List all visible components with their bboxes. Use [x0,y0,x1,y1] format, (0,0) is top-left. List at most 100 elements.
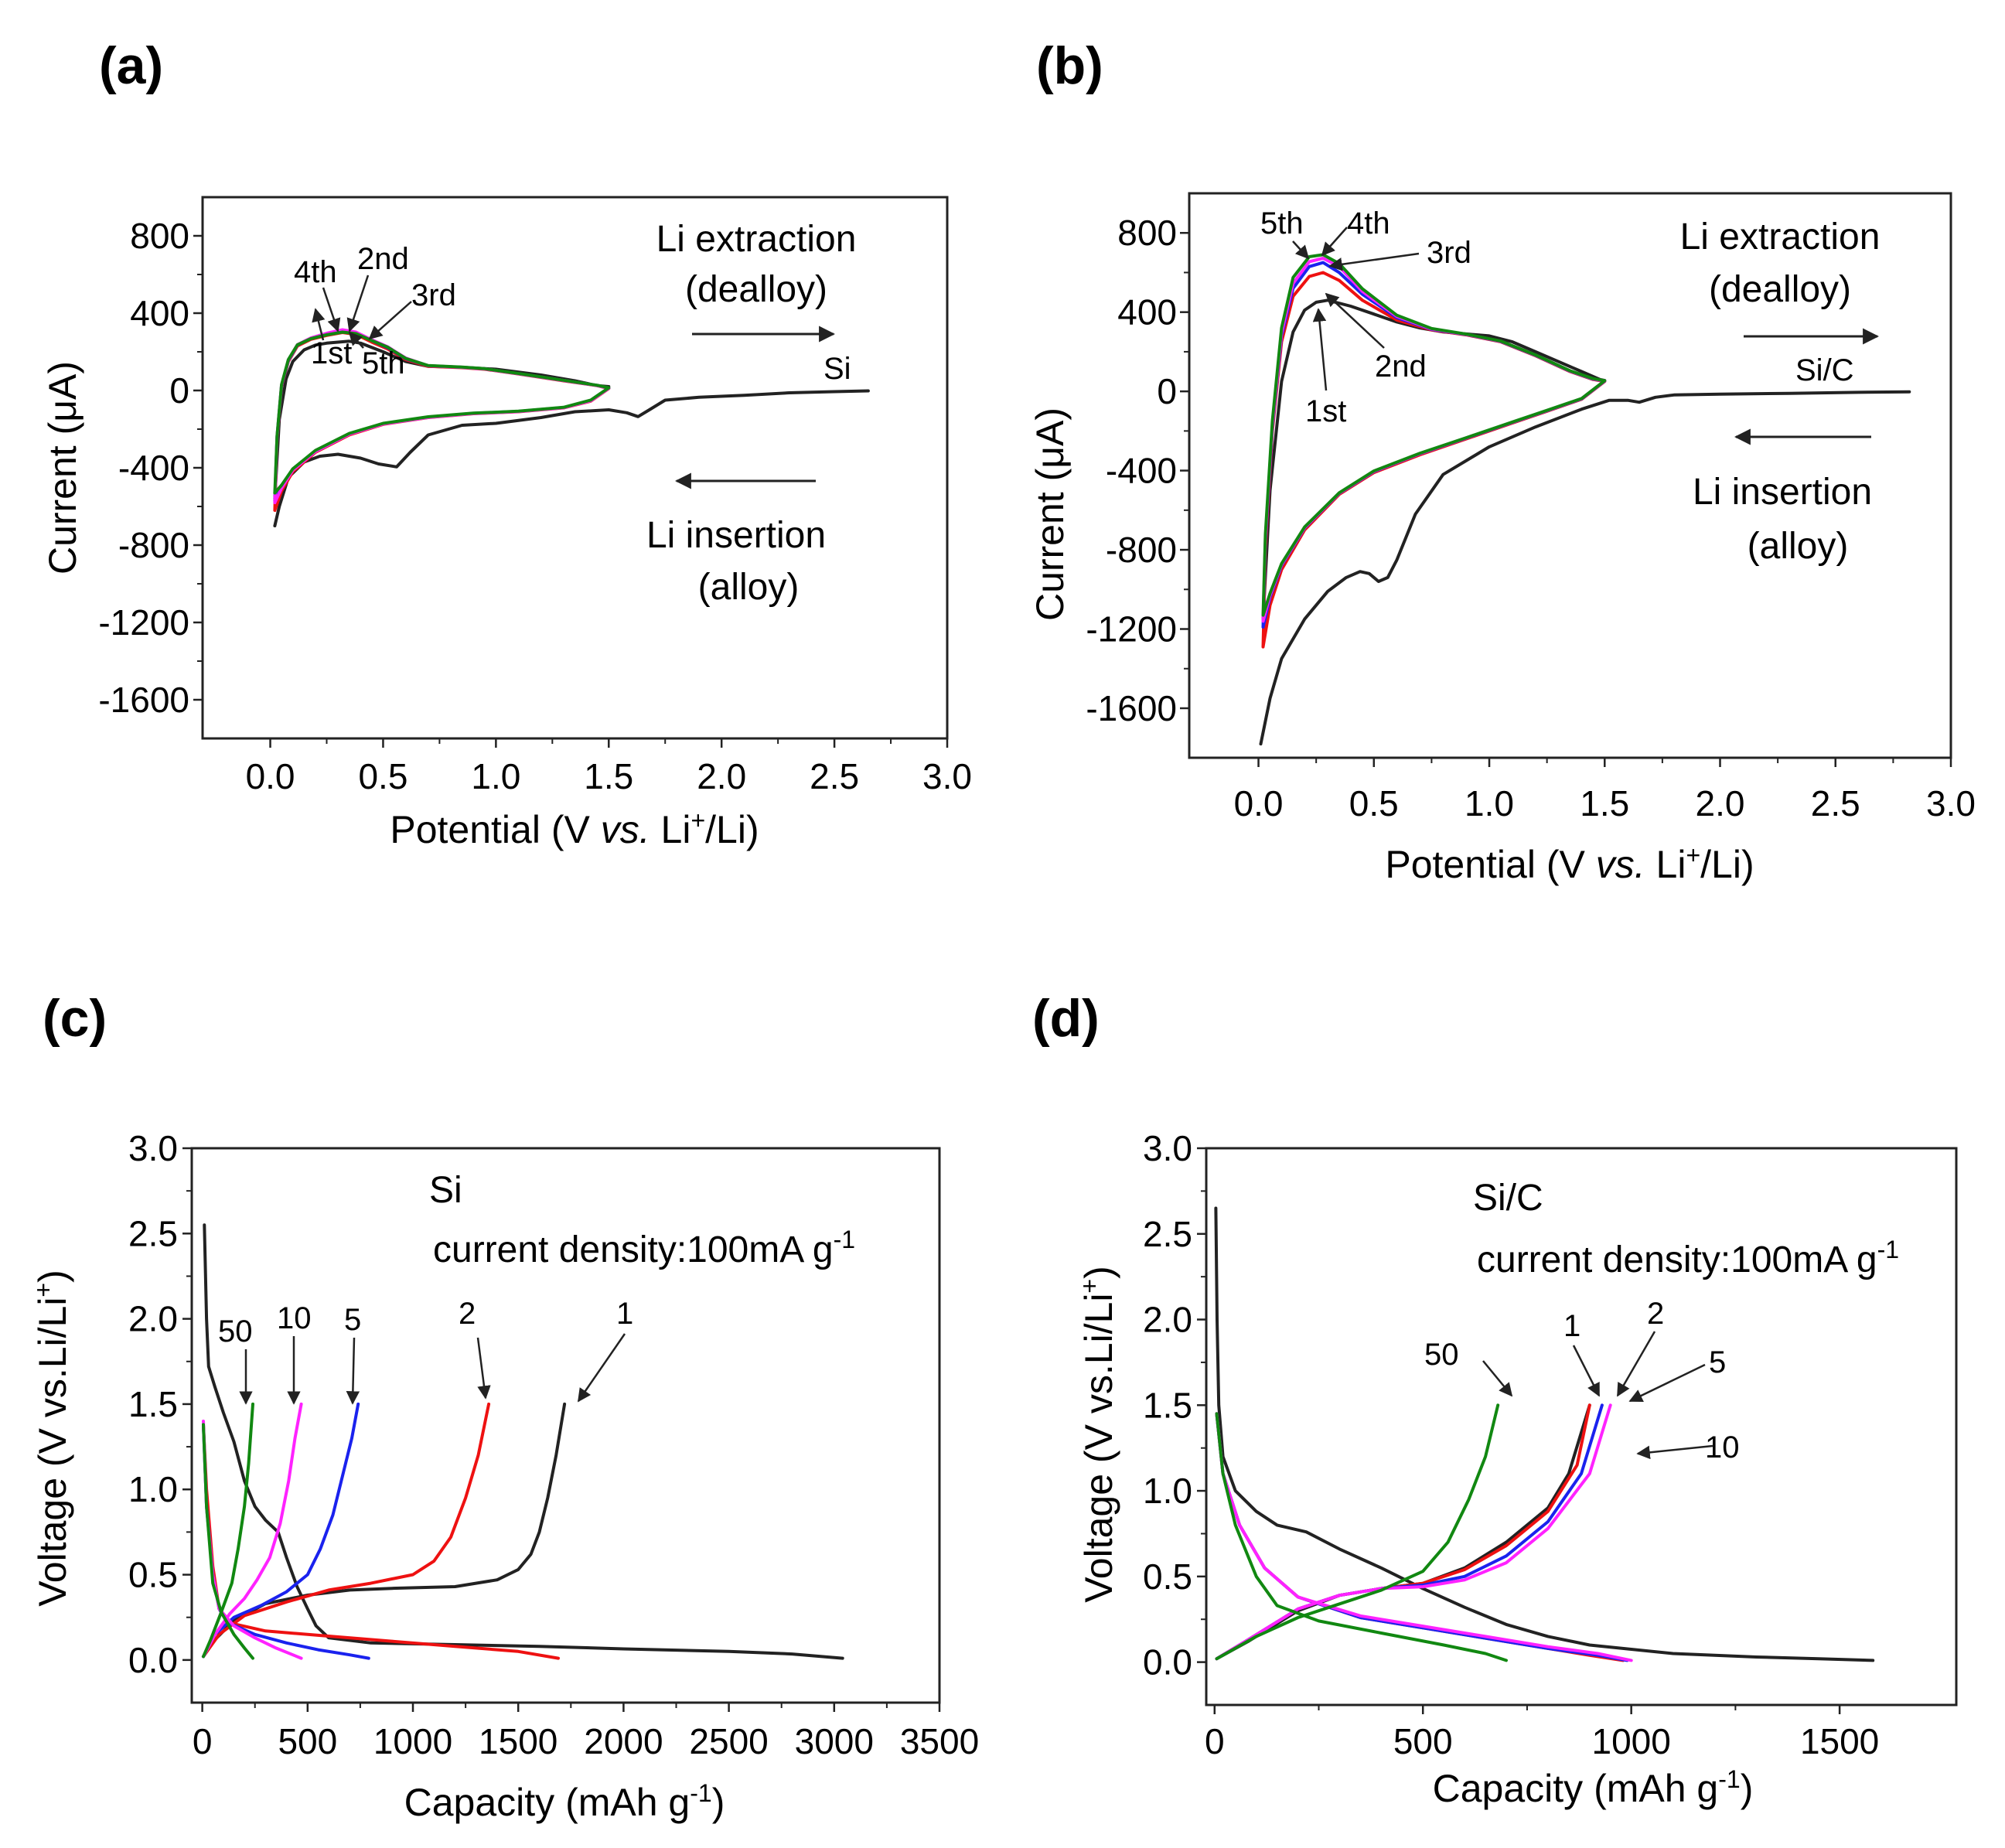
panel-d-ytick-label: 2.0 [1143,1300,1192,1340]
a-arrow-2nd [346,274,370,332]
a-arrow-3rd [368,301,412,340]
a-label-1st: 1st [311,336,352,370]
panel-c-series-2-charge [202,1402,491,1659]
panel-d-series-50-charge [1215,1403,1500,1661]
c-arrow-5 [346,1337,360,1405]
a-arrow-4th [322,287,341,332]
panel-c-xtick-label: 1000 [373,1721,452,1761]
panel-b-ylabel: Current (μA) [1028,407,1072,621]
panel-c-chart: 0 500 1000 1500 2000 2500 3000 3500 0.0 0.5 1.0 1.5… [29,1128,979,1824]
d-label-2: 2 [1647,1297,1664,1331]
panel-b-series-1st-dealloy [1261,298,1607,621]
panel-a-series-1st [273,389,870,527]
c-label-5: 5 [344,1303,361,1337]
a-insertion-line1: Li insertion [646,515,826,556]
a-extraction-line1: Li extraction [656,219,857,260]
d-label-1: 1 [1563,1309,1580,1343]
d-arrow-10 [1636,1444,1713,1460]
panel-c-ytick-label: 1.5 [128,1384,178,1424]
panel-d-ytick-label: 1.5 [1143,1385,1192,1425]
panel-b-series-3rd [1261,261,1607,629]
panel-d-xtick-label: 500 [1393,1721,1453,1761]
c-label-1: 1 [616,1297,633,1331]
panel-d-ytick-label: 1.0 [1143,1471,1192,1511]
d-arrow-1 [1572,1345,1601,1397]
panel-b-xtick-label: 0.5 [1349,783,1399,823]
c-arrow-1 [577,1333,626,1403]
panel-c-ytick-label: 0.0 [128,1640,178,1680]
panel-b-xtick-label: 1.5 [1580,783,1629,823]
panel-label-a: (a) [99,36,163,95]
panel-a-chart: 0.0 0.5 1.0 1.5 2.0 2.5 3.0 -1600 -1200 -800 -400 0… [41,196,972,851]
d-arrow-5 [1628,1363,1706,1403]
panel-c-ytick-label: 2.0 [128,1299,178,1339]
d-label-5: 5 [1709,1345,1726,1379]
panel-c-series-1-charge [202,1402,567,1659]
panel-b-xtick-label: 2.5 [1811,783,1860,823]
panel-c-ticks: 0 500 1000 1500 2000 2500 3000 3500 0.0 0.5 1.0 1.5… [128,1128,979,1761]
panel-c-series-10-charge [202,1402,303,1659]
panel-d-series-1 [1214,1206,1875,1662]
c-label-50: 50 [218,1314,253,1348]
panel-d-ytick-label: 0.0 [1143,1642,1192,1683]
b-arrow-4th [1321,227,1348,257]
panel-d-series-50 [1215,1412,1508,1662]
b-arrow-1st [1312,308,1328,391]
c-label-10: 10 [277,1301,312,1335]
panel-d-ylabel: Voltage (V vs.Li/Li+) [1076,1266,1120,1603]
b-insertion-line2: (alloy) [1748,526,1849,567]
panel-b-ytick-label: -400 [1106,451,1177,491]
b-arrow-3rd [1328,252,1420,271]
panel-d-series-10-charge [1215,1403,1612,1661]
panel-label-b: (b) [1036,36,1103,95]
panel-a-xtick-label: 1.5 [584,756,633,796]
d-sample-label: Si/C [1473,1178,1543,1219]
panel-d-xtick-label: 0 [1205,1721,1225,1761]
d-condition: current density:100mA g-1 [1477,1236,1899,1280]
b-extraction-line2: (dealloy) [1709,269,1851,310]
panel-b-series-1st [1259,390,1911,746]
panel-a-xtick-label: 1.0 [471,756,520,796]
a-sample-label: Si [823,352,851,386]
panel-b-frame [1188,192,1952,759]
b-label-2nd: 2nd [1375,349,1427,384]
panel-d-frame [1205,1147,1958,1707]
panel-d-ytick-label: 3.0 [1143,1128,1192,1168]
panel-b-series [1259,253,1911,746]
panel-a-ytick-label: -400 [118,448,189,488]
panel-a-ytick-label: 0 [169,370,189,411]
panel-b-ytick-label: 400 [1117,292,1177,332]
panel-d-xtick-label: 1500 [1800,1721,1879,1761]
panel-b-ytick-label: -1200 [1086,609,1177,650]
c-label-2: 2 [459,1297,476,1331]
a-extraction-line2: (dealloy) [685,269,827,310]
panel-a-series-5th [273,330,611,495]
b-insertion-line1: Li insertion [1693,472,1872,513]
b-arrow-5th [1292,240,1310,260]
d-arrow-50 [1482,1360,1513,1397]
panel-a-ytick-label: 800 [130,216,189,256]
panel-b-ytick-label: -1600 [1086,688,1177,728]
panel-label-c: (c) [43,989,107,1048]
d-label-50: 50 [1424,1338,1459,1372]
panel-d-xlabel: Capacity (mAh g-1) [1433,1765,1754,1810]
b-label-5th: 5th [1260,206,1304,240]
panel-c-series-2 [202,1423,560,1660]
panel-d-series-10 [1215,1412,1633,1662]
panel-c-xtick-label: 2000 [584,1721,663,1761]
d-label-10: 10 [1705,1430,1740,1464]
panel-a-xtick-label: 0.5 [358,756,407,796]
a-arrow-5th [348,331,364,349]
a-arrow-1st [312,308,326,341]
panel-c-xtick-label: 3500 [900,1721,979,1761]
panel-b-series-5th [1261,253,1607,617]
panel-d-series [1214,1206,1875,1662]
panel-c-ytick-label: 0.5 [128,1555,178,1595]
panel-a-ytick-label: 400 [130,293,189,333]
panel-b-xlabel: Potential (V vs. Li+/Li) [1385,841,1754,886]
panel-label-d: (d) [1032,989,1100,1048]
b-extraction-line1: Li extraction [1680,217,1881,257]
c-arrow-2 [476,1337,491,1400]
panel-c-ytick-label: 2.5 [128,1213,178,1253]
